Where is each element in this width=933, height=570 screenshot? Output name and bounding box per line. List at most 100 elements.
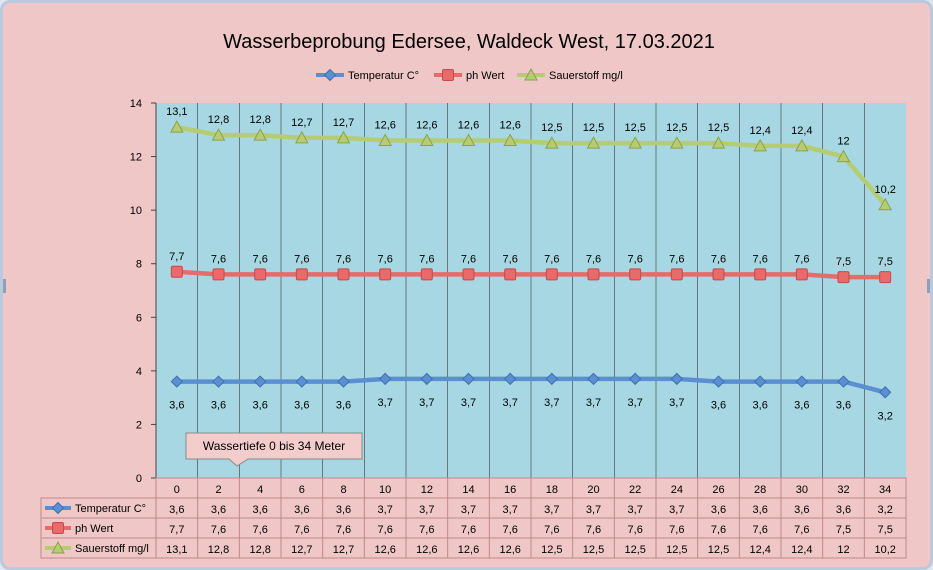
data-point <box>545 372 559 386</box>
data-point <box>294 130 309 144</box>
data-label: 7,6 <box>794 253 809 265</box>
table-cell: 3,6 <box>711 504 726 516</box>
table-cell: 7,6 <box>544 524 559 536</box>
data-label: 7,7 <box>169 251 184 263</box>
x-tick-label: 16 <box>504 484 516 496</box>
data-label: 3,6 <box>753 400 768 412</box>
table-cell: 7,5 <box>878 524 893 536</box>
x-tick-label: 34 <box>879 484 891 496</box>
data-label: 3,7 <box>461 397 476 409</box>
table-cell: 12,5 <box>708 544 729 556</box>
data-label: 12,5 <box>583 122 604 134</box>
y-tick-label: 6 <box>136 312 142 324</box>
data-label: 7,6 <box>378 253 393 265</box>
table-cell: 7,6 <box>586 524 601 536</box>
data-label: 3,6 <box>336 400 351 412</box>
data-label: 3,7 <box>378 397 393 409</box>
data-label: 12,6 <box>416 120 437 132</box>
data-label: 13,1 <box>166 106 187 118</box>
data-point <box>503 372 517 386</box>
x-tick-label: 30 <box>796 484 808 496</box>
y-tick-label: 10 <box>130 205 142 217</box>
table-legend-marker <box>51 540 65 554</box>
data-point <box>794 138 809 152</box>
data-label: 7,6 <box>211 253 226 265</box>
table-row-header: Sauerstoff mg/l <box>75 543 149 555</box>
table-cell: 12,7 <box>333 544 354 556</box>
resize-handle-left[interactable] <box>3 279 6 293</box>
data-point <box>878 197 893 211</box>
y-tick-label: 12 <box>130 152 142 164</box>
table-cell: 3,6 <box>836 504 851 516</box>
data-point <box>337 375 350 388</box>
table-cell: 3,7 <box>378 504 393 516</box>
data-point <box>420 372 434 386</box>
table-cell: 7,5 <box>836 524 851 536</box>
y-tick-label: 14 <box>130 98 142 110</box>
data-point <box>379 268 392 281</box>
data-point <box>879 271 892 284</box>
resize-handle-right[interactable] <box>927 279 930 293</box>
y-tick-label: 0 <box>136 473 142 485</box>
table-row-header: ph Wert <box>75 523 113 535</box>
data-point <box>211 128 226 141</box>
data-label: 12,4 <box>791 125 812 137</box>
data-point <box>712 375 725 388</box>
data-label: 10,2 <box>874 184 895 196</box>
legend-marker <box>524 67 538 81</box>
data-point <box>754 268 767 281</box>
data-point <box>670 268 683 281</box>
data-point <box>586 136 601 149</box>
table-cell: 12,5 <box>583 544 604 556</box>
x-tick-label: 32 <box>837 484 849 496</box>
table-cell: 3,7 <box>461 504 476 516</box>
table-cell: 12,8 <box>208 544 229 556</box>
data-point <box>212 375 225 388</box>
data-point <box>504 268 517 281</box>
data-point <box>878 386 892 399</box>
data-point <box>753 138 768 152</box>
table-cell: 12,6 <box>458 544 479 556</box>
series-line-2 <box>176 269 886 280</box>
data-label: 3,7 <box>628 397 643 409</box>
table-cell: 3,7 <box>628 504 643 516</box>
series-line-1 <box>176 376 886 395</box>
data-label: 12,4 <box>749 125 770 137</box>
data-label: 7,5 <box>836 256 851 268</box>
annotation-text: Wassertiefe 0 bis 34 Meter <box>203 439 345 453</box>
data-label: 7,6 <box>336 253 351 265</box>
legend-label: Temperatur C° <box>348 70 419 82</box>
data-label: 3,6 <box>294 400 309 412</box>
y-tick-label: 8 <box>136 259 142 271</box>
table-cell: 3,7 <box>503 504 518 516</box>
data-point <box>419 133 434 146</box>
table-cell: 7,7 <box>169 524 184 536</box>
table-cell: 3,7 <box>419 504 434 516</box>
x-tick-label: 18 <box>546 484 558 496</box>
data-point <box>795 268 808 281</box>
data-label: 12,5 <box>624 122 645 134</box>
data-point <box>336 130 351 144</box>
data-label: 12 <box>837 136 849 148</box>
table-cell: 3,6 <box>294 504 309 516</box>
table-cell: 3,6 <box>253 504 268 516</box>
data-label: 12,7 <box>333 117 354 129</box>
data-label: 7,6 <box>628 253 643 265</box>
table-cell: 7,6 <box>503 524 518 536</box>
table-cell: 3,7 <box>669 504 684 516</box>
table-cell: 12,4 <box>749 544 770 556</box>
data-point <box>295 268 308 281</box>
x-tick-label: 14 <box>462 484 474 496</box>
data-label: 7,6 <box>461 253 476 265</box>
data-label: 3,6 <box>711 400 726 412</box>
data-label: 12,8 <box>208 114 229 126</box>
x-tick-label: 24 <box>671 484 683 496</box>
data-point <box>378 372 392 386</box>
table-cell: 3,6 <box>211 504 226 516</box>
data-point <box>628 136 643 149</box>
legend-label: Sauerstoff mg/l <box>549 70 623 82</box>
table-cell: 7,6 <box>378 524 393 536</box>
table-cell: 7,6 <box>711 524 726 536</box>
table-cell: 7,6 <box>461 524 476 536</box>
